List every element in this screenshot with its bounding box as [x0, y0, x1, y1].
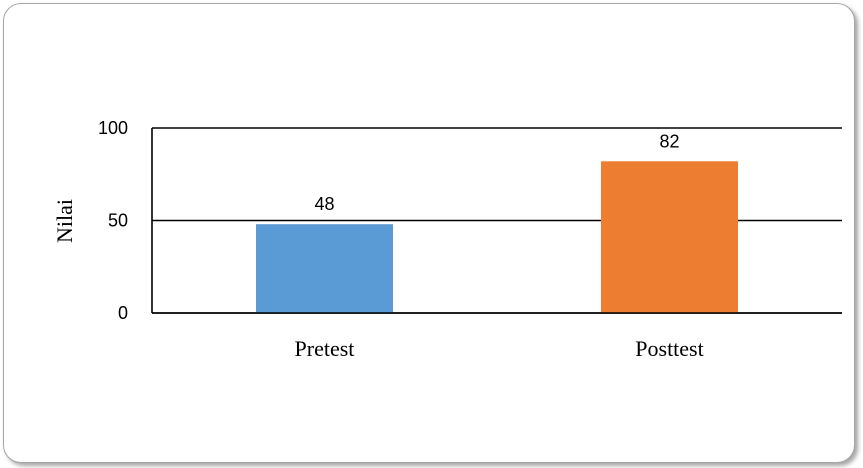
gridlines — [151, 127, 842, 314]
x-category-label: Pretest — [295, 336, 355, 361]
y-tick-label: 0 — [118, 303, 128, 323]
bars — [256, 161, 738, 313]
x-category-label: Posttest — [635, 336, 703, 361]
x-axis-categories: Pretest Posttest — [295, 336, 704, 361]
data-label: 82 — [659, 131, 679, 151]
y-tick-label: 100 — [98, 118, 128, 138]
y-axis-label: Nilai — [52, 199, 77, 243]
data-label: 48 — [314, 194, 334, 214]
bar-pretest — [256, 224, 393, 313]
y-axis-ticks: 0 50 100 — [98, 118, 128, 323]
bar-posttest — [601, 161, 738, 313]
y-tick-label: 50 — [108, 211, 128, 231]
data-labels: 48 82 — [152, 131, 842, 314]
